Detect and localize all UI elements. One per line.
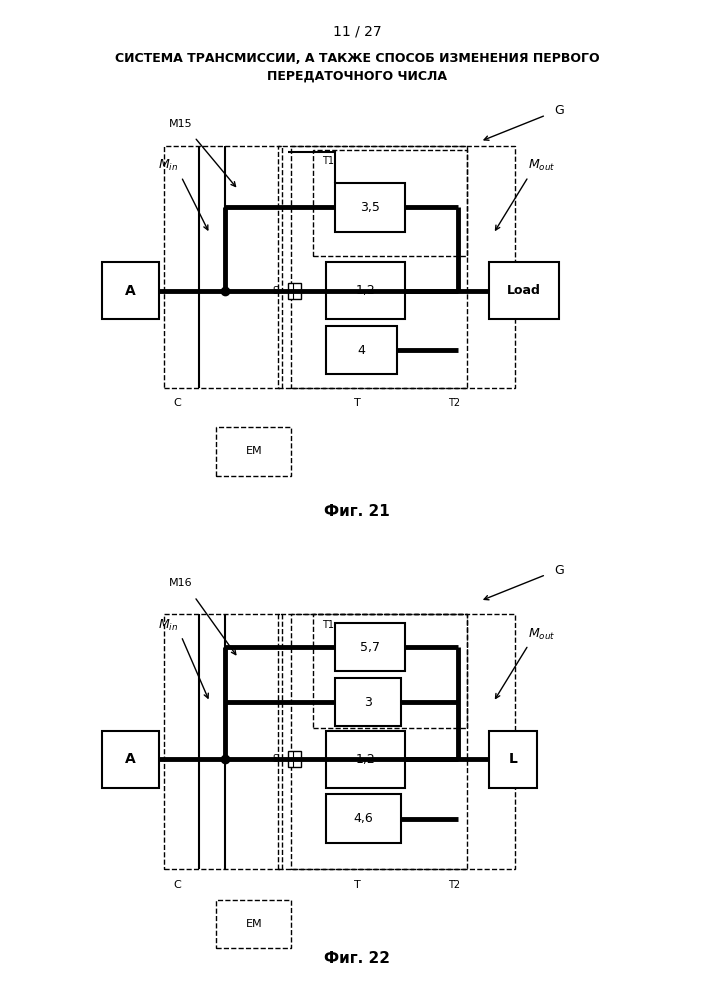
Text: M16: M16 bbox=[169, 578, 193, 588]
Text: 4: 4 bbox=[358, 344, 366, 357]
Bar bbox=[291, 146, 467, 388]
Text: G: G bbox=[554, 104, 564, 117]
Text: $M_{in}$: $M_{in}$ bbox=[158, 158, 178, 173]
Text: $M_{out}$: $M_{out}$ bbox=[528, 158, 555, 173]
Bar bbox=[164, 146, 282, 388]
Bar bbox=[278, 146, 516, 388]
Bar bbox=[335, 623, 406, 671]
Bar bbox=[288, 751, 301, 767]
Bar bbox=[291, 614, 467, 869]
Text: Load: Load bbox=[507, 285, 541, 298]
Bar bbox=[278, 614, 516, 869]
Bar bbox=[326, 794, 401, 843]
Text: T1: T1 bbox=[323, 620, 334, 630]
Text: L: L bbox=[508, 752, 518, 766]
Text: 3,5: 3,5 bbox=[361, 201, 380, 214]
Text: S: S bbox=[273, 286, 278, 296]
Text: T1: T1 bbox=[323, 156, 334, 166]
Text: T2: T2 bbox=[448, 398, 460, 408]
Bar bbox=[335, 183, 406, 232]
Text: C: C bbox=[173, 879, 181, 889]
Text: T: T bbox=[353, 398, 361, 408]
Text: EM: EM bbox=[246, 919, 262, 929]
Text: 11 / 27: 11 / 27 bbox=[333, 25, 381, 39]
Bar bbox=[102, 263, 159, 320]
Bar bbox=[489, 263, 559, 320]
Text: Фиг. 22: Фиг. 22 bbox=[324, 951, 390, 966]
Text: ПЕРЕДАТОЧНОГО ЧИСЛА: ПЕРЕДАТОЧНОГО ЧИСЛА bbox=[267, 70, 447, 83]
Text: 1,2: 1,2 bbox=[356, 752, 376, 766]
Text: M15: M15 bbox=[169, 119, 193, 129]
Bar bbox=[216, 900, 291, 948]
Text: $M_{in}$: $M_{in}$ bbox=[158, 617, 178, 632]
Text: A: A bbox=[125, 284, 136, 298]
Text: A: A bbox=[125, 752, 136, 766]
Bar bbox=[313, 614, 467, 728]
Bar bbox=[102, 730, 159, 788]
Bar bbox=[326, 326, 396, 375]
Text: 3: 3 bbox=[364, 695, 372, 708]
Text: Фиг. 21: Фиг. 21 bbox=[324, 504, 390, 519]
Text: $M_{out}$: $M_{out}$ bbox=[528, 626, 555, 641]
Bar bbox=[313, 150, 467, 256]
Text: S: S bbox=[273, 754, 278, 764]
Bar bbox=[288, 283, 301, 299]
Text: T: T bbox=[353, 879, 361, 889]
Bar bbox=[216, 428, 291, 476]
Bar bbox=[335, 678, 401, 726]
Text: 4,6: 4,6 bbox=[353, 812, 373, 825]
Text: T2: T2 bbox=[448, 879, 460, 889]
Text: C: C bbox=[173, 398, 181, 408]
Text: 5,7: 5,7 bbox=[360, 640, 380, 653]
Text: G: G bbox=[554, 563, 564, 576]
Bar bbox=[164, 614, 282, 869]
Bar bbox=[489, 730, 537, 788]
Bar bbox=[326, 263, 406, 320]
Bar bbox=[326, 730, 406, 788]
Text: 1,2: 1,2 bbox=[356, 285, 376, 298]
Text: СИСТЕМА ТРАНСМИССИИ, А ТАКЖЕ СПОСОБ ИЗМЕНЕНИЯ ПЕРВОГО: СИСТЕМА ТРАНСМИССИИ, А ТАКЖЕ СПОСОБ ИЗМЕ… bbox=[115, 52, 599, 65]
Text: EM: EM bbox=[246, 447, 262, 457]
